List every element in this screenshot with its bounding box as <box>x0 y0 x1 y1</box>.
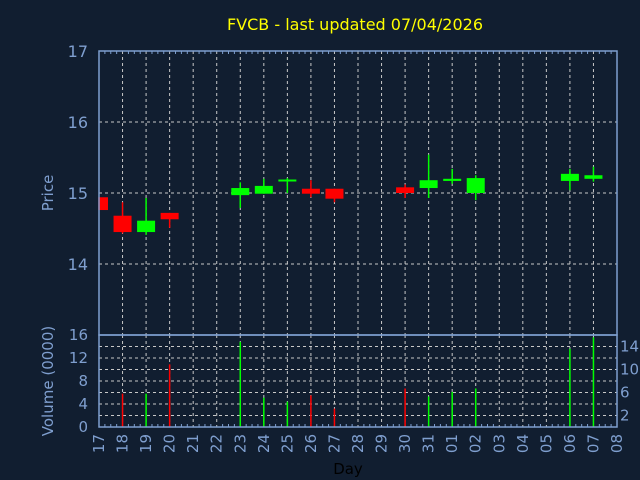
x-axis-label: Day <box>333 460 363 478</box>
x-tick-label: 26 <box>302 434 320 453</box>
candle-body <box>254 185 273 194</box>
price-tick-label: 16 <box>68 113 88 132</box>
x-tick-label: 07 <box>584 434 602 453</box>
x-tick-label: 03 <box>490 434 508 453</box>
chart-title: FVCB - last updated 07/04/2026 <box>227 15 483 34</box>
volume-axis-label: Volume (0000) <box>39 326 57 436</box>
x-tick-label: 19 <box>137 434 155 453</box>
price-tick-label: 15 <box>68 184 88 203</box>
candle-body <box>466 178 485 193</box>
x-tick-label: 30 <box>396 434 414 453</box>
x-tick-label: 20 <box>161 434 179 453</box>
x-tick-label: 18 <box>114 434 132 453</box>
volume-tick-label: 4 <box>78 395 88 413</box>
candle-body <box>160 212 179 220</box>
price-tick-label: 17 <box>68 42 88 61</box>
volume-tick-label: 14 <box>620 338 639 356</box>
candle-body <box>231 188 250 196</box>
price-axis-label: Price <box>39 175 57 212</box>
candle-body <box>396 187 415 193</box>
volume-tick-label: 10 <box>620 361 639 379</box>
volume-tick-label: 2 <box>620 407 630 425</box>
candle-body <box>443 178 462 181</box>
x-tick-label: 22 <box>208 434 226 453</box>
x-tick-label: 17 <box>90 434 108 453</box>
x-tick-label: 25 <box>278 434 296 453</box>
x-tick-label: 23 <box>231 434 249 453</box>
x-tick-label: 08 <box>608 434 626 453</box>
x-tick-label: 31 <box>420 434 438 453</box>
x-tick-label: 21 <box>184 434 202 453</box>
x-tick-label: 04 <box>514 434 532 453</box>
volume-tick-label: 0 <box>78 418 88 436</box>
x-tick-label: 05 <box>537 434 555 453</box>
x-tick-label: 02 <box>467 434 485 453</box>
volume-plot-frame <box>98 334 618 428</box>
candle-body <box>113 215 132 233</box>
price-tick-label: 14 <box>68 255 88 274</box>
candle-body <box>99 197 108 211</box>
candle-body <box>278 179 297 182</box>
volume-tick-label: 6 <box>620 384 630 402</box>
candle-body <box>325 188 344 199</box>
volume-tick-label: 12 <box>69 349 88 367</box>
x-tick-label: 06 <box>561 434 579 453</box>
candle-body <box>584 175 603 179</box>
volume-tick-label: 16 <box>69 326 88 344</box>
candle-body <box>301 188 320 194</box>
x-tick-label: 27 <box>325 434 343 453</box>
x-tick-label: 24 <box>255 434 273 453</box>
x-tick-label: 29 <box>373 434 391 453</box>
candle-body <box>419 180 438 189</box>
x-tick-label: 28 <box>349 434 367 453</box>
x-tick-label: 01 <box>443 434 461 453</box>
candle-body <box>560 173 579 181</box>
candle-body <box>137 220 156 233</box>
volume-tick-label: 8 <box>78 372 88 390</box>
